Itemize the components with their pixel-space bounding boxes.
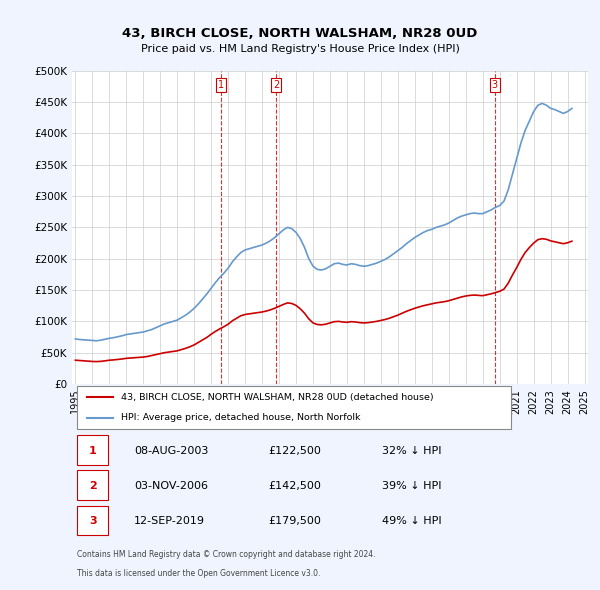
Text: 49% ↓ HPI: 49% ↓ HPI [382, 516, 441, 526]
Text: 03-NOV-2006: 03-NOV-2006 [134, 481, 208, 491]
Text: 1: 1 [218, 80, 224, 90]
Text: 3: 3 [89, 516, 97, 526]
Text: 08-AUG-2003: 08-AUG-2003 [134, 445, 208, 455]
Text: HPI: Average price, detached house, North Norfolk: HPI: Average price, detached house, Nort… [121, 414, 361, 422]
Text: 1: 1 [89, 445, 97, 455]
Text: 39% ↓ HPI: 39% ↓ HPI [382, 481, 441, 491]
Text: £142,500: £142,500 [268, 481, 321, 491]
Text: 2: 2 [89, 481, 97, 491]
Text: Contains HM Land Registry data © Crown copyright and database right 2024.: Contains HM Land Registry data © Crown c… [77, 550, 376, 559]
Text: Price paid vs. HM Land Registry's House Price Index (HPI): Price paid vs. HM Land Registry's House … [140, 44, 460, 54]
FancyBboxPatch shape [77, 470, 108, 500]
Text: 32% ↓ HPI: 32% ↓ HPI [382, 445, 441, 455]
Text: This data is licensed under the Open Government Licence v3.0.: This data is licensed under the Open Gov… [77, 569, 320, 578]
Text: £122,500: £122,500 [268, 445, 321, 455]
FancyBboxPatch shape [77, 386, 511, 429]
Text: 43, BIRCH CLOSE, NORTH WALSHAM, NR28 0UD (detached house): 43, BIRCH CLOSE, NORTH WALSHAM, NR28 0UD… [121, 393, 434, 402]
Text: 43, BIRCH CLOSE, NORTH WALSHAM, NR28 0UD: 43, BIRCH CLOSE, NORTH WALSHAM, NR28 0UD [122, 27, 478, 40]
Text: 12-SEP-2019: 12-SEP-2019 [134, 516, 205, 526]
FancyBboxPatch shape [77, 506, 108, 535]
Text: 2: 2 [273, 80, 280, 90]
Text: £179,500: £179,500 [268, 516, 321, 526]
FancyBboxPatch shape [77, 435, 108, 465]
Text: 3: 3 [491, 80, 498, 90]
